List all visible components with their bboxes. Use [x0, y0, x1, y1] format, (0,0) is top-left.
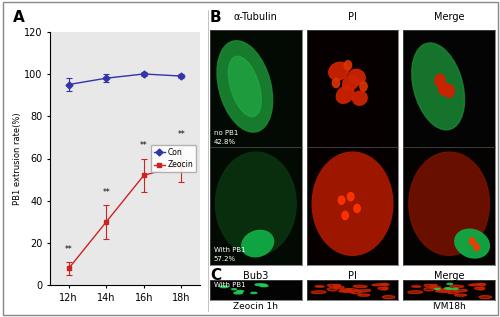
Text: C: C	[210, 268, 221, 283]
Ellipse shape	[410, 291, 420, 293]
Circle shape	[342, 211, 348, 220]
Y-axis label: PB1 extrusion rate(%): PB1 extrusion rate(%)	[14, 112, 22, 205]
Ellipse shape	[471, 284, 481, 285]
Ellipse shape	[360, 294, 368, 296]
Circle shape	[360, 82, 367, 91]
Ellipse shape	[342, 75, 359, 90]
Text: 57.2%: 57.2%	[214, 256, 236, 262]
Ellipse shape	[336, 86, 354, 103]
Circle shape	[452, 288, 458, 289]
Circle shape	[474, 243, 480, 251]
Legend: Con, Zeocin: Con, Zeocin	[150, 145, 196, 172]
Ellipse shape	[342, 289, 350, 290]
Ellipse shape	[348, 289, 358, 291]
Circle shape	[220, 286, 228, 288]
Circle shape	[444, 288, 450, 289]
Ellipse shape	[476, 288, 482, 289]
Ellipse shape	[341, 291, 352, 292]
Ellipse shape	[426, 288, 432, 290]
Circle shape	[260, 285, 268, 287]
Ellipse shape	[438, 291, 448, 292]
Text: Zeocin 1h: Zeocin 1h	[234, 302, 278, 311]
Ellipse shape	[456, 290, 466, 292]
Ellipse shape	[329, 288, 336, 290]
Ellipse shape	[438, 289, 446, 290]
Text: With PB1: With PB1	[214, 282, 246, 288]
Circle shape	[338, 196, 344, 204]
Ellipse shape	[412, 43, 465, 130]
Circle shape	[216, 152, 296, 255]
Text: PI: PI	[348, 271, 357, 281]
Text: α-Tubulin: α-Tubulin	[234, 12, 278, 23]
Ellipse shape	[431, 285, 436, 286]
Ellipse shape	[452, 286, 462, 287]
Circle shape	[332, 78, 340, 87]
Text: IVM18h: IVM18h	[432, 302, 466, 311]
Ellipse shape	[336, 287, 342, 288]
Ellipse shape	[349, 69, 366, 85]
Ellipse shape	[445, 289, 454, 291]
Circle shape	[354, 204, 360, 212]
Circle shape	[261, 284, 266, 285]
Circle shape	[447, 283, 452, 285]
Circle shape	[348, 192, 354, 201]
Ellipse shape	[426, 285, 436, 287]
Text: With PB1: With PB1	[214, 247, 246, 253]
Circle shape	[236, 290, 244, 292]
Circle shape	[434, 288, 440, 289]
Ellipse shape	[455, 229, 490, 258]
Text: Merge: Merge	[434, 12, 464, 23]
Ellipse shape	[413, 286, 420, 287]
Text: **: **	[178, 131, 185, 139]
Ellipse shape	[316, 286, 323, 287]
Ellipse shape	[374, 284, 384, 285]
Text: Bub3: Bub3	[243, 271, 268, 281]
Ellipse shape	[352, 91, 367, 105]
Ellipse shape	[228, 56, 261, 117]
Circle shape	[438, 82, 448, 95]
Ellipse shape	[481, 296, 490, 298]
Circle shape	[234, 292, 242, 294]
Text: **: **	[140, 141, 147, 150]
Ellipse shape	[352, 291, 360, 293]
Ellipse shape	[356, 286, 365, 287]
Ellipse shape	[360, 290, 369, 292]
Ellipse shape	[380, 288, 386, 289]
Text: **: **	[102, 188, 110, 197]
Circle shape	[232, 289, 236, 290]
Circle shape	[312, 152, 393, 255]
Circle shape	[409, 152, 490, 255]
Circle shape	[444, 85, 454, 98]
Circle shape	[470, 238, 475, 245]
Ellipse shape	[242, 230, 274, 257]
Ellipse shape	[432, 287, 440, 288]
Text: no PB1: no PB1	[214, 130, 238, 136]
Circle shape	[255, 284, 264, 286]
Text: 42.8%: 42.8%	[214, 139, 236, 145]
Ellipse shape	[334, 285, 340, 286]
Text: **: **	[65, 245, 72, 254]
Circle shape	[435, 74, 445, 87]
Ellipse shape	[384, 296, 393, 298]
Circle shape	[344, 61, 352, 70]
Ellipse shape	[480, 288, 484, 289]
Ellipse shape	[384, 288, 387, 289]
Ellipse shape	[382, 284, 388, 285]
Circle shape	[446, 288, 452, 289]
Ellipse shape	[314, 291, 324, 293]
Ellipse shape	[330, 285, 338, 287]
Ellipse shape	[217, 41, 272, 132]
Ellipse shape	[449, 291, 457, 293]
Circle shape	[251, 292, 256, 294]
Ellipse shape	[479, 284, 484, 285]
Text: A: A	[12, 10, 24, 24]
Ellipse shape	[456, 294, 464, 296]
Ellipse shape	[328, 62, 349, 80]
Text: PI: PI	[348, 12, 357, 23]
Text: Merge: Merge	[434, 271, 464, 281]
Text: B: B	[210, 10, 222, 24]
